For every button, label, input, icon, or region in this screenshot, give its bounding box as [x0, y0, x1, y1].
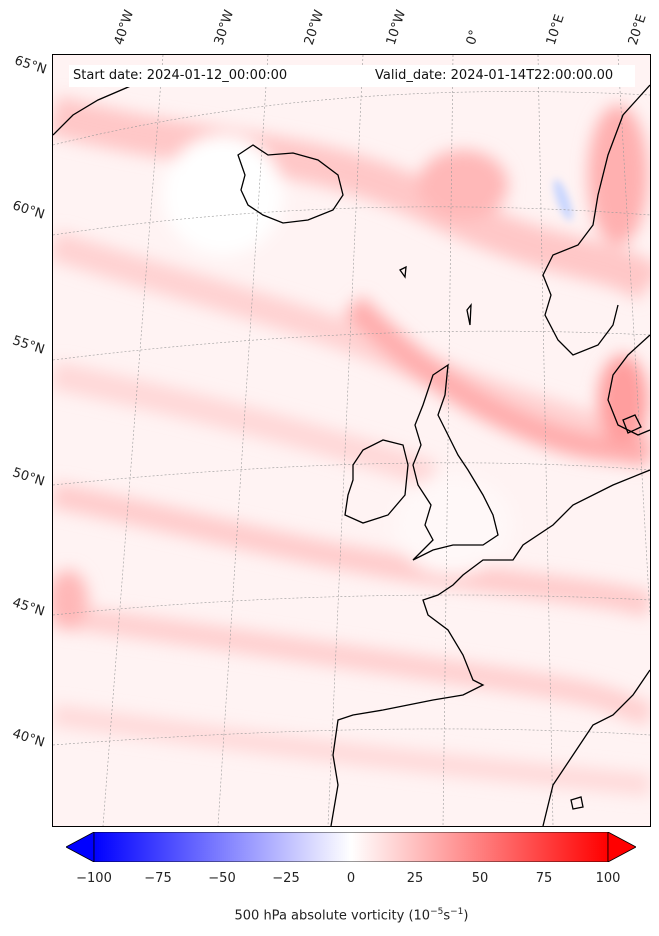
vorticity-maximum: [598, 355, 648, 445]
lon-label-20e: 20°E: [625, 12, 650, 48]
colorbar-tick: −75: [144, 871, 172, 886]
graticule-line: [327, 55, 364, 826]
coastline-norway: [542, 84, 650, 356]
vorticity-bands: [53, 95, 650, 796]
colorbar-tick: −50: [208, 871, 236, 886]
graticule-line: [53, 728, 650, 746]
colorbar-extend-min: [65, 831, 95, 863]
coastline-great-britain: [412, 363, 499, 561]
colorbar-label-exp2: −1: [450, 907, 464, 917]
lon-label-30w: 30°W: [211, 8, 238, 47]
graticule-line: [53, 330, 650, 361]
colorbar-tick: 100: [595, 871, 621, 886]
coastline-zealand: [622, 414, 642, 434]
graticule-line: [53, 594, 650, 616]
vorticity-minimum: [163, 135, 283, 255]
graticule-line: [617, 55, 650, 616]
lon-label-10e: 10°E: [543, 12, 568, 48]
graticule-line: [217, 55, 269, 826]
lat-label-60n: 60°N: [10, 198, 47, 223]
lat-label-45n: 45°N: [10, 595, 47, 620]
lat-label-50n: 50°N: [10, 465, 47, 490]
vorticity-band: [53, 361, 438, 489]
vorticity-maximum: [418, 150, 508, 220]
coastline-faroe: [399, 265, 407, 279]
colorbar-label-exp1: −5: [430, 907, 444, 917]
colorbar-gradient: [93, 831, 609, 863]
coastline-shetland: [466, 303, 472, 326]
negative-vorticity-patch: [553, 179, 573, 221]
vorticity-band: [53, 704, 650, 796]
vorticity-maximum: [53, 570, 88, 630]
colorbar-extend-max: [607, 831, 637, 863]
coastline-iceland: [237, 144, 344, 224]
colorbar-label-mid: s: [443, 908, 451, 924]
vorticity-maximum: [588, 105, 648, 245]
colorbar-tick: −25: [272, 871, 300, 886]
lon-label-20w: 20°W: [301, 8, 328, 47]
date-box: [69, 65, 635, 87]
lon-label-40w: 40°W: [111, 8, 138, 47]
colorbar: [65, 831, 637, 863]
vorticity-band: [343, 295, 650, 468]
colorbar-label: 500 hPa absolute vorticity (10−5s−1): [22, 907, 659, 923]
coastline-sweden-denmark: [607, 334, 650, 436]
graticule-line: [442, 55, 454, 826]
colorbar-tick: 0: [346, 871, 356, 886]
vorticity-band: [53, 482, 650, 618]
lon-label-10w: 10°W: [383, 8, 410, 47]
vorticity-band: [53, 603, 650, 727]
coastline-mediterranean: [542, 669, 650, 826]
vorticity-map: Start date: 2024-01-12_00:00:00 Valid_da…: [52, 54, 651, 827]
lat-label-55n: 55°N: [10, 333, 47, 358]
colorbar-tick: −100: [76, 871, 112, 886]
valid-date-text: Valid_date: 2024-01-14T22:00:00.00: [375, 68, 614, 83]
graticule-line: [53, 206, 650, 236]
lat-label-65n: 65°N: [12, 53, 49, 78]
start-date-text: Start date: 2024-01-12_00:00:00: [73, 68, 288, 83]
lon-label-0: 0°: [463, 28, 483, 47]
lat-label-40n: 40°N: [10, 726, 47, 751]
vorticity-field: [53, 55, 650, 826]
colorbar-tick: 75: [535, 871, 553, 886]
colorbar-label-end: ): [463, 908, 469, 924]
coastline-ireland: [344, 439, 409, 524]
coastline-island: [570, 796, 584, 810]
colorbar-tick: 50: [471, 871, 489, 886]
vorticity-band: [53, 95, 650, 302]
colorbar-label-text: 500 hPa absolute vorticity (10: [234, 908, 431, 924]
coastline-europe: [330, 469, 650, 826]
colorbar-svg: [65, 831, 637, 863]
graticule-line: [102, 55, 164, 826]
graticule-line: [537, 55, 554, 826]
colorbar-tick: 25: [406, 871, 424, 886]
